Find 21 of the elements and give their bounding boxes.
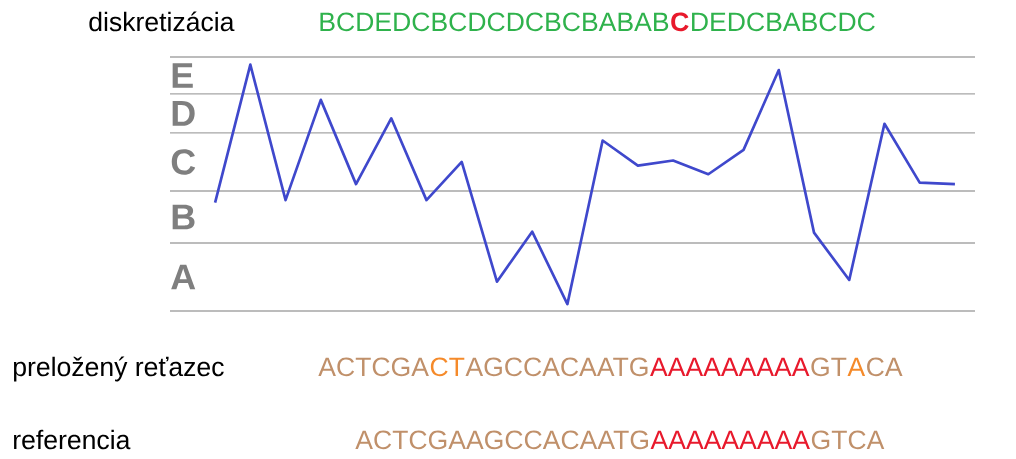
text: ACTCGAAGCCACAATG [355,430,648,450]
text: AAAAAAAAA [650,430,810,449]
text: AGCCACAATG [465,357,648,377]
text: GT [811,357,847,377]
text: CT [430,357,465,377]
annotation: B [172,204,195,230]
annotation: C [171,149,196,175]
text: referencia [14,429,131,450]
text: AAAAAAAAA [650,357,810,376]
text: DEDCBABCDC [692,12,875,32]
text: ACTCGA [318,357,429,377]
annotation: A [171,264,196,290]
text: preložený reťazec [13,356,224,382]
text: BCDEDCBCDCDCBCBABAB [320,12,669,32]
text: diskretizácia [89,11,235,32]
annotation: E [172,63,193,88]
annotation: D [172,101,195,126]
text: A [847,357,866,376]
text: C [671,12,689,32]
text: GTCA [811,430,885,450]
text: CA [867,357,903,377]
